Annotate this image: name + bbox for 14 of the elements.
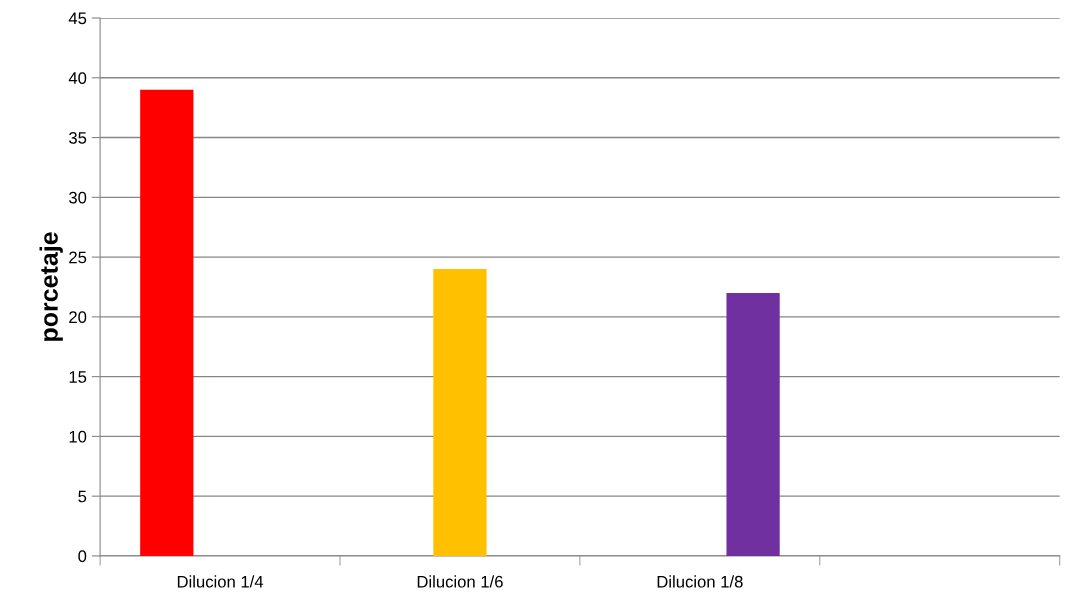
y-tick-label: 20 — [69, 311, 87, 324]
y-tick-label: 0 — [78, 550, 87, 563]
y-tick-label: 10 — [69, 430, 87, 443]
y-tick-label: 40 — [68, 72, 87, 84]
y-tick-label: 15 — [69, 371, 87, 383]
x-tick-label: Dilucion 1/8 — [657, 575, 743, 588]
x-tick-label: Dilucion 1/4 — [177, 575, 264, 588]
y-tick-label: 30 — [69, 191, 87, 204]
y-axis-title: porcetaje — [39, 232, 63, 341]
x-tick-label: Dilucion 1/6 — [417, 575, 503, 588]
y-tick-label: 25 — [69, 251, 87, 264]
y-tick-label: 5 — [78, 490, 87, 503]
y-tick-label: 35 — [69, 131, 87, 144]
y-tick-label: 45 — [68, 12, 87, 25]
